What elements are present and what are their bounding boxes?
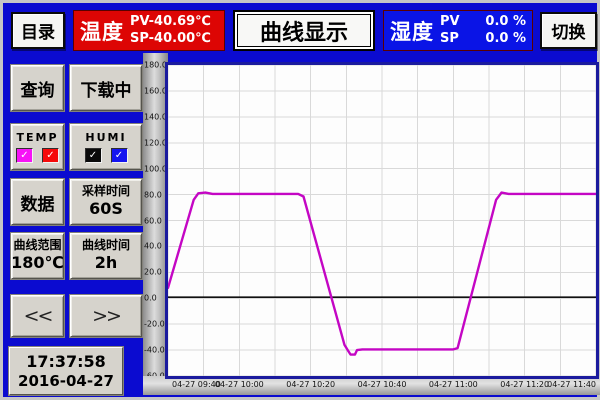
page-title: 曲线显示: [233, 10, 375, 51]
humidity-pv-label: PV: [440, 13, 460, 29]
y-axis-tick-label: 40.0: [144, 241, 162, 251]
curve-time-label: 曲线时间: [81, 237, 130, 252]
x-axis-tick-label: 04-27 11:20: [500, 380, 550, 389]
y-axis-tick-label: 0.0: [144, 293, 157, 303]
x-axis-tick-label: 04-27 10:40: [357, 380, 407, 389]
humi-curve-group: HUMI ✓ ✓: [70, 124, 142, 170]
data-button[interactable]: 数据: [11, 179, 64, 225]
scroll-back-button[interactable]: <<: [11, 295, 64, 337]
x-axis-tick-label: 04-27 11:00: [428, 380, 478, 389]
temperature-label: 温度: [80, 19, 124, 44]
temperature-sp-value: SP-40.00℃: [130, 31, 211, 46]
humidity-pv-row: PV 0.0 %: [440, 14, 526, 30]
y-axis-strip: 180.0 160.0 140.0 120.0 100.0 80.0 60.0 40.0 20.…: [143, 53, 168, 393]
temp-sp-checkbox[interactable]: ✓: [42, 148, 59, 163]
y-axis-tick-label: 60.0: [144, 216, 162, 225]
x-axis-tick-label: 04-27 10:00: [214, 380, 264, 389]
download-status-button[interactable]: 下载中: [70, 65, 142, 111]
humidity-label: 湿度: [390, 19, 434, 44]
y-axis-tick-label: 100.0: [144, 164, 167, 174]
clock-date: 2016-04-27: [18, 371, 114, 390]
menu-button[interactable]: 目录: [11, 12, 65, 49]
temp-curve-group: TEMP ✓ ✓: [11, 124, 64, 170]
humi-pv-checkbox[interactable]: ✓: [84, 148, 102, 163]
switch-button[interactable]: 切换: [540, 12, 597, 49]
temperature-pv-value: PV-40.69℃: [130, 13, 211, 29]
x-axis-tick-label: 04-27 09:40: [172, 380, 221, 389]
curve-range-label: 曲线范围: [13, 237, 62, 252]
x-axis-tick-label: 04-27 10:20: [286, 380, 336, 389]
y-axis-tick-label: -20.0: [144, 319, 165, 329]
humi-group-label: HUMI: [85, 131, 127, 144]
y-axis-tick-label: 160.0: [144, 86, 167, 96]
sample-time-button[interactable]: 采样时间 60S: [70, 179, 142, 225]
screen-background: 目录 温度 PV-40.69℃ SP-40.00℃ 曲线显示 湿度 PV 0.0…: [3, 3, 600, 397]
sample-time-value: 60S: [89, 199, 123, 219]
curve-range-value: 180℃: [11, 253, 64, 273]
humidity-pv-value: 0.0 %: [485, 13, 526, 29]
y-axis-tick-label: 120.0: [144, 138, 167, 148]
humidity-sp-label: SP: [440, 31, 459, 46]
trend-chart: [166, 64, 598, 377]
y-axis-tick-label: -40.0: [144, 345, 165, 355]
curve-time-value: 2h: [94, 253, 118, 273]
curve-range-button[interactable]: 曲线范围 180℃: [11, 233, 64, 279]
temp-pv-checkbox[interactable]: ✓: [16, 148, 33, 163]
clock-panel[interactable]: 17:37:58 2016-04-27: [9, 347, 123, 395]
clock-time: 17:37:58: [26, 351, 106, 371]
humidity-readout-panel: 湿度 PV 0.0 % SP 0.0 %: [383, 10, 533, 51]
temp-group-label: TEMP: [16, 131, 59, 144]
humidity-sp-row: SP 0.0 %: [440, 31, 526, 47]
y-axis-tick-label: 20.0: [144, 267, 162, 277]
y-axis-tick-label: 140.0: [144, 112, 167, 122]
x-axis-tick-label: 04-27 11:40: [547, 380, 596, 389]
x-axis-strip: 04-27 09:40 04-27 10:00 04-27 10:20 04-27 1…: [143, 376, 600, 395]
y-axis-tick-label: 80.0: [144, 190, 162, 200]
curve-time-button[interactable]: 曲线时间 2h: [70, 233, 142, 279]
sample-time-label: 采样时间: [81, 183, 130, 198]
humi-sp-checkbox[interactable]: ✓: [110, 148, 128, 163]
humidity-sp-value: 0.0 %: [485, 31, 526, 46]
scroll-forward-button[interactable]: >>: [70, 295, 142, 337]
query-button[interactable]: 查询: [11, 65, 64, 111]
temperature-readout-panel: 温度 PV-40.69℃ SP-40.00℃: [73, 10, 225, 51]
y-axis-tick-label: 180.0: [144, 60, 167, 70]
plot-area: [165, 62, 599, 379]
